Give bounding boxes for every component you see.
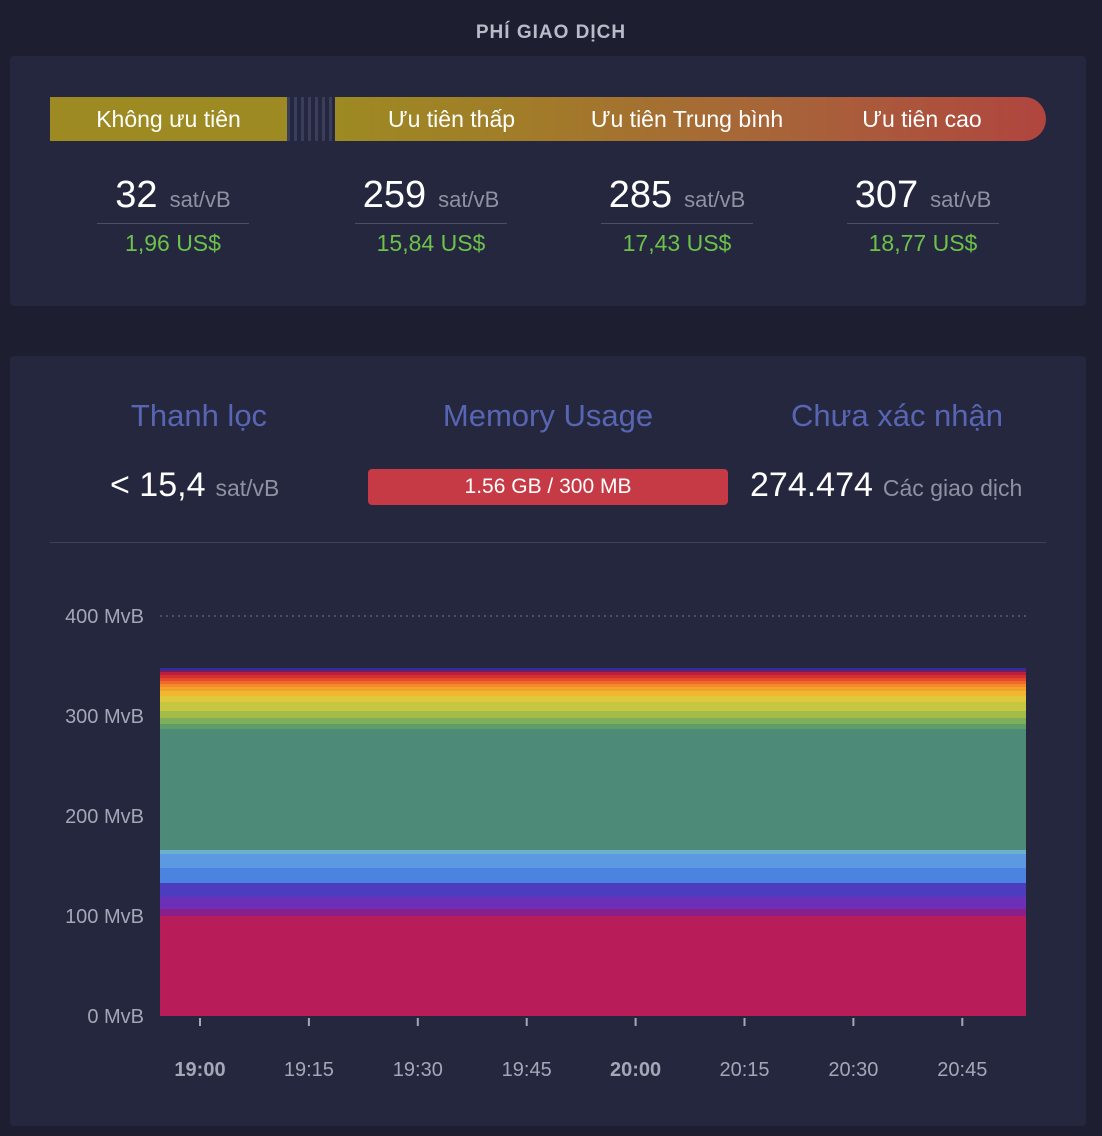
section-title: PHÍ GIAO DỊCH (475, 22, 627, 43)
fee-unit: sat/vB (438, 187, 500, 212)
area-layer (160, 678, 1026, 681)
x-tick-label: 19:00 (174, 1059, 225, 1081)
fee-usd: 1,96 US$ (125, 230, 221, 256)
y-tick-label: 400 MvB (65, 606, 144, 628)
x-tick-label: 19:15 (284, 1059, 334, 1081)
fee-card: Không ưu tiên Ưu tiên thấp Ưu tiên Trung… (10, 56, 1086, 306)
unconfirmed-value: 274.474 (750, 466, 873, 504)
area-layer (160, 724, 1026, 729)
fee-medium: 285 sat/vB 17,43 US$ (577, 174, 777, 257)
x-tick-label: 19:30 (393, 1059, 443, 1081)
fee-value: 307 (854, 174, 919, 216)
y-tick-label: 200 MvB (65, 806, 144, 828)
unconfirmed-unit: Các giao dịch (882, 475, 1023, 501)
area-layer (160, 687, 1026, 691)
fee-value: 32 (115, 174, 158, 216)
unconfirmed-stat: 274.474 Các giao dịch (750, 466, 1022, 505)
fee-unit: sat/vB (169, 187, 231, 212)
fee-value: 259 (362, 174, 427, 216)
purge-unit: sat/vB (215, 475, 280, 501)
area-layer (160, 883, 1026, 897)
area-layer (160, 670, 1026, 672)
mempool-card: Thanh lọc Memory Usage Chưa xác nhận < 1… (10, 356, 1086, 1126)
area-layer (160, 696, 1026, 702)
header-divider (50, 542, 1046, 543)
purge-stat: < 15,4 sat/vB (110, 466, 279, 505)
area-layer (160, 868, 1026, 883)
x-tick-label: 20:15 (719, 1059, 769, 1081)
x-tick-label: 20:00 (610, 1059, 661, 1081)
area-layer (160, 897, 1026, 909)
mempool-chart: 0 MvB 100 MvB 200 MvB 300 MvB 400 MvB 19:00 19… (65, 606, 1026, 1081)
area-layer (160, 850, 1026, 854)
fee-unit: sat/vB (930, 187, 992, 212)
y-tick-label: 300 MvB (65, 706, 144, 728)
x-tick-label: 20:45 (937, 1059, 987, 1081)
purge-value: < 15,4 (110, 466, 206, 504)
area-layer (160, 681, 1026, 684)
area-layer (160, 711, 1026, 718)
area-layer (160, 684, 1026, 687)
purge-title: Thanh lọc (130, 398, 268, 433)
y-tick-label: 0 MvB (87, 1006, 144, 1028)
area-layer (160, 672, 1026, 675)
area-layer (160, 691, 1026, 696)
unconfirmed-title: Chưa xác nhận (790, 398, 1004, 433)
area-layer (160, 909, 1026, 916)
fee-divider (847, 223, 999, 224)
fee-usd: 17,43 US$ (622, 230, 732, 256)
x-tick-label: 19:45 (502, 1059, 552, 1081)
priority-separator (287, 97, 335, 141)
area-layer (160, 854, 1026, 868)
area-layer (160, 718, 1026, 724)
area-layer (160, 702, 1026, 711)
fee-high: 307 sat/vB 18,77 US$ (823, 174, 1023, 257)
priority-high-label: Ưu tiên cao (862, 105, 982, 132)
fee-divider (355, 223, 507, 224)
area-layer (160, 675, 1026, 678)
fee-usd: 18,77 US$ (868, 230, 978, 256)
fee-usd: 15,84 US$ (376, 230, 486, 256)
fee-none: 32 sat/vB 1,96 US$ (73, 174, 273, 257)
priority-low-label: Ưu tiên thấp (387, 105, 516, 132)
fee-low: 259 sat/vB 15,84 US$ (331, 174, 531, 257)
area-layer (160, 668, 1026, 670)
fee-value: 285 (608, 174, 673, 216)
priority-medium-label: Ưu tiên Trung bình (590, 105, 784, 132)
area-layer (160, 916, 1026, 1016)
priority-gradient (335, 97, 1046, 141)
fee-divider (97, 223, 249, 224)
priority-bar: Không ưu tiên Ưu tiên thấp Ưu tiên Trung… (50, 97, 1046, 141)
y-tick-label: 100 MvB (65, 906, 144, 928)
fee-divider (601, 223, 753, 224)
memory-usage-title: Memory Usage (442, 398, 654, 433)
x-tick-label: 20:30 (828, 1059, 878, 1081)
area-layer (160, 729, 1026, 850)
priority-none-label: Không ưu tiên (50, 97, 287, 141)
fee-unit: sat/vB (684, 187, 746, 212)
memory-usage-bar: 1.56 GB / 300 MB (368, 469, 728, 505)
